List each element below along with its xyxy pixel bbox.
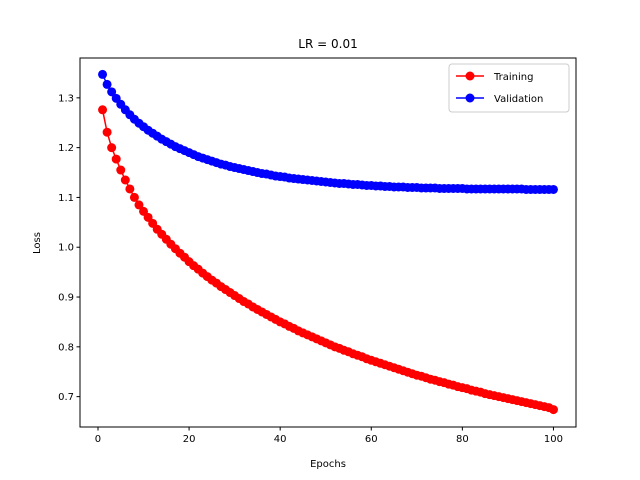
y-axis: 0.7 0.8 0.9 1.0 1.1 1.2 1.3 (58, 93, 80, 403)
legend: Training Validation (448, 63, 570, 113)
y-tick-label: 0.7 (58, 392, 74, 403)
plot-frame (79, 57, 577, 428)
data-point-training (120, 175, 130, 185)
x-axis: 0 20 40 60 80 100 (95, 427, 563, 445)
legend-label-validation: Validation (494, 94, 543, 105)
series-layer (98, 69, 558, 415)
x-tick-label: 0 (95, 434, 101, 445)
data-point-training (116, 165, 126, 175)
y-tick-label: 1.0 (58, 243, 74, 254)
data-point-validation (98, 69, 108, 79)
x-tick-label: 100 (544, 434, 563, 445)
y-axis-label: Loss (32, 232, 43, 254)
data-point-training (102, 127, 112, 137)
y-tick-label: 0.8 (58, 342, 74, 353)
data-point-training (134, 200, 144, 210)
data-point-training (111, 154, 121, 164)
y-tick-label: 0.9 (58, 293, 74, 304)
x-tick-label: 20 (183, 434, 196, 445)
data-point-training (129, 192, 139, 202)
x-tick-label: 80 (456, 434, 469, 445)
legend-marker-training (465, 71, 475, 81)
data-point-validation (548, 184, 558, 194)
y-tick-label: 1.2 (58, 143, 74, 154)
data-point-training (98, 105, 108, 115)
legend-marker-validation (465, 93, 475, 103)
data-point-training (548, 405, 558, 415)
data-point-validation (107, 87, 117, 97)
y-tick-label: 1.3 (58, 93, 74, 104)
legend-label-training: Training (493, 72, 533, 83)
y-tick-label: 1.1 (58, 193, 74, 204)
data-point-validation (102, 79, 112, 89)
x-axis-label: Epochs (310, 459, 346, 470)
x-tick-label: 60 (365, 434, 378, 445)
x-tick-label: 40 (274, 434, 287, 445)
data-point-training (107, 143, 117, 153)
data-point-training (125, 184, 135, 194)
chart-title: LR = 0.01 (298, 37, 357, 51)
